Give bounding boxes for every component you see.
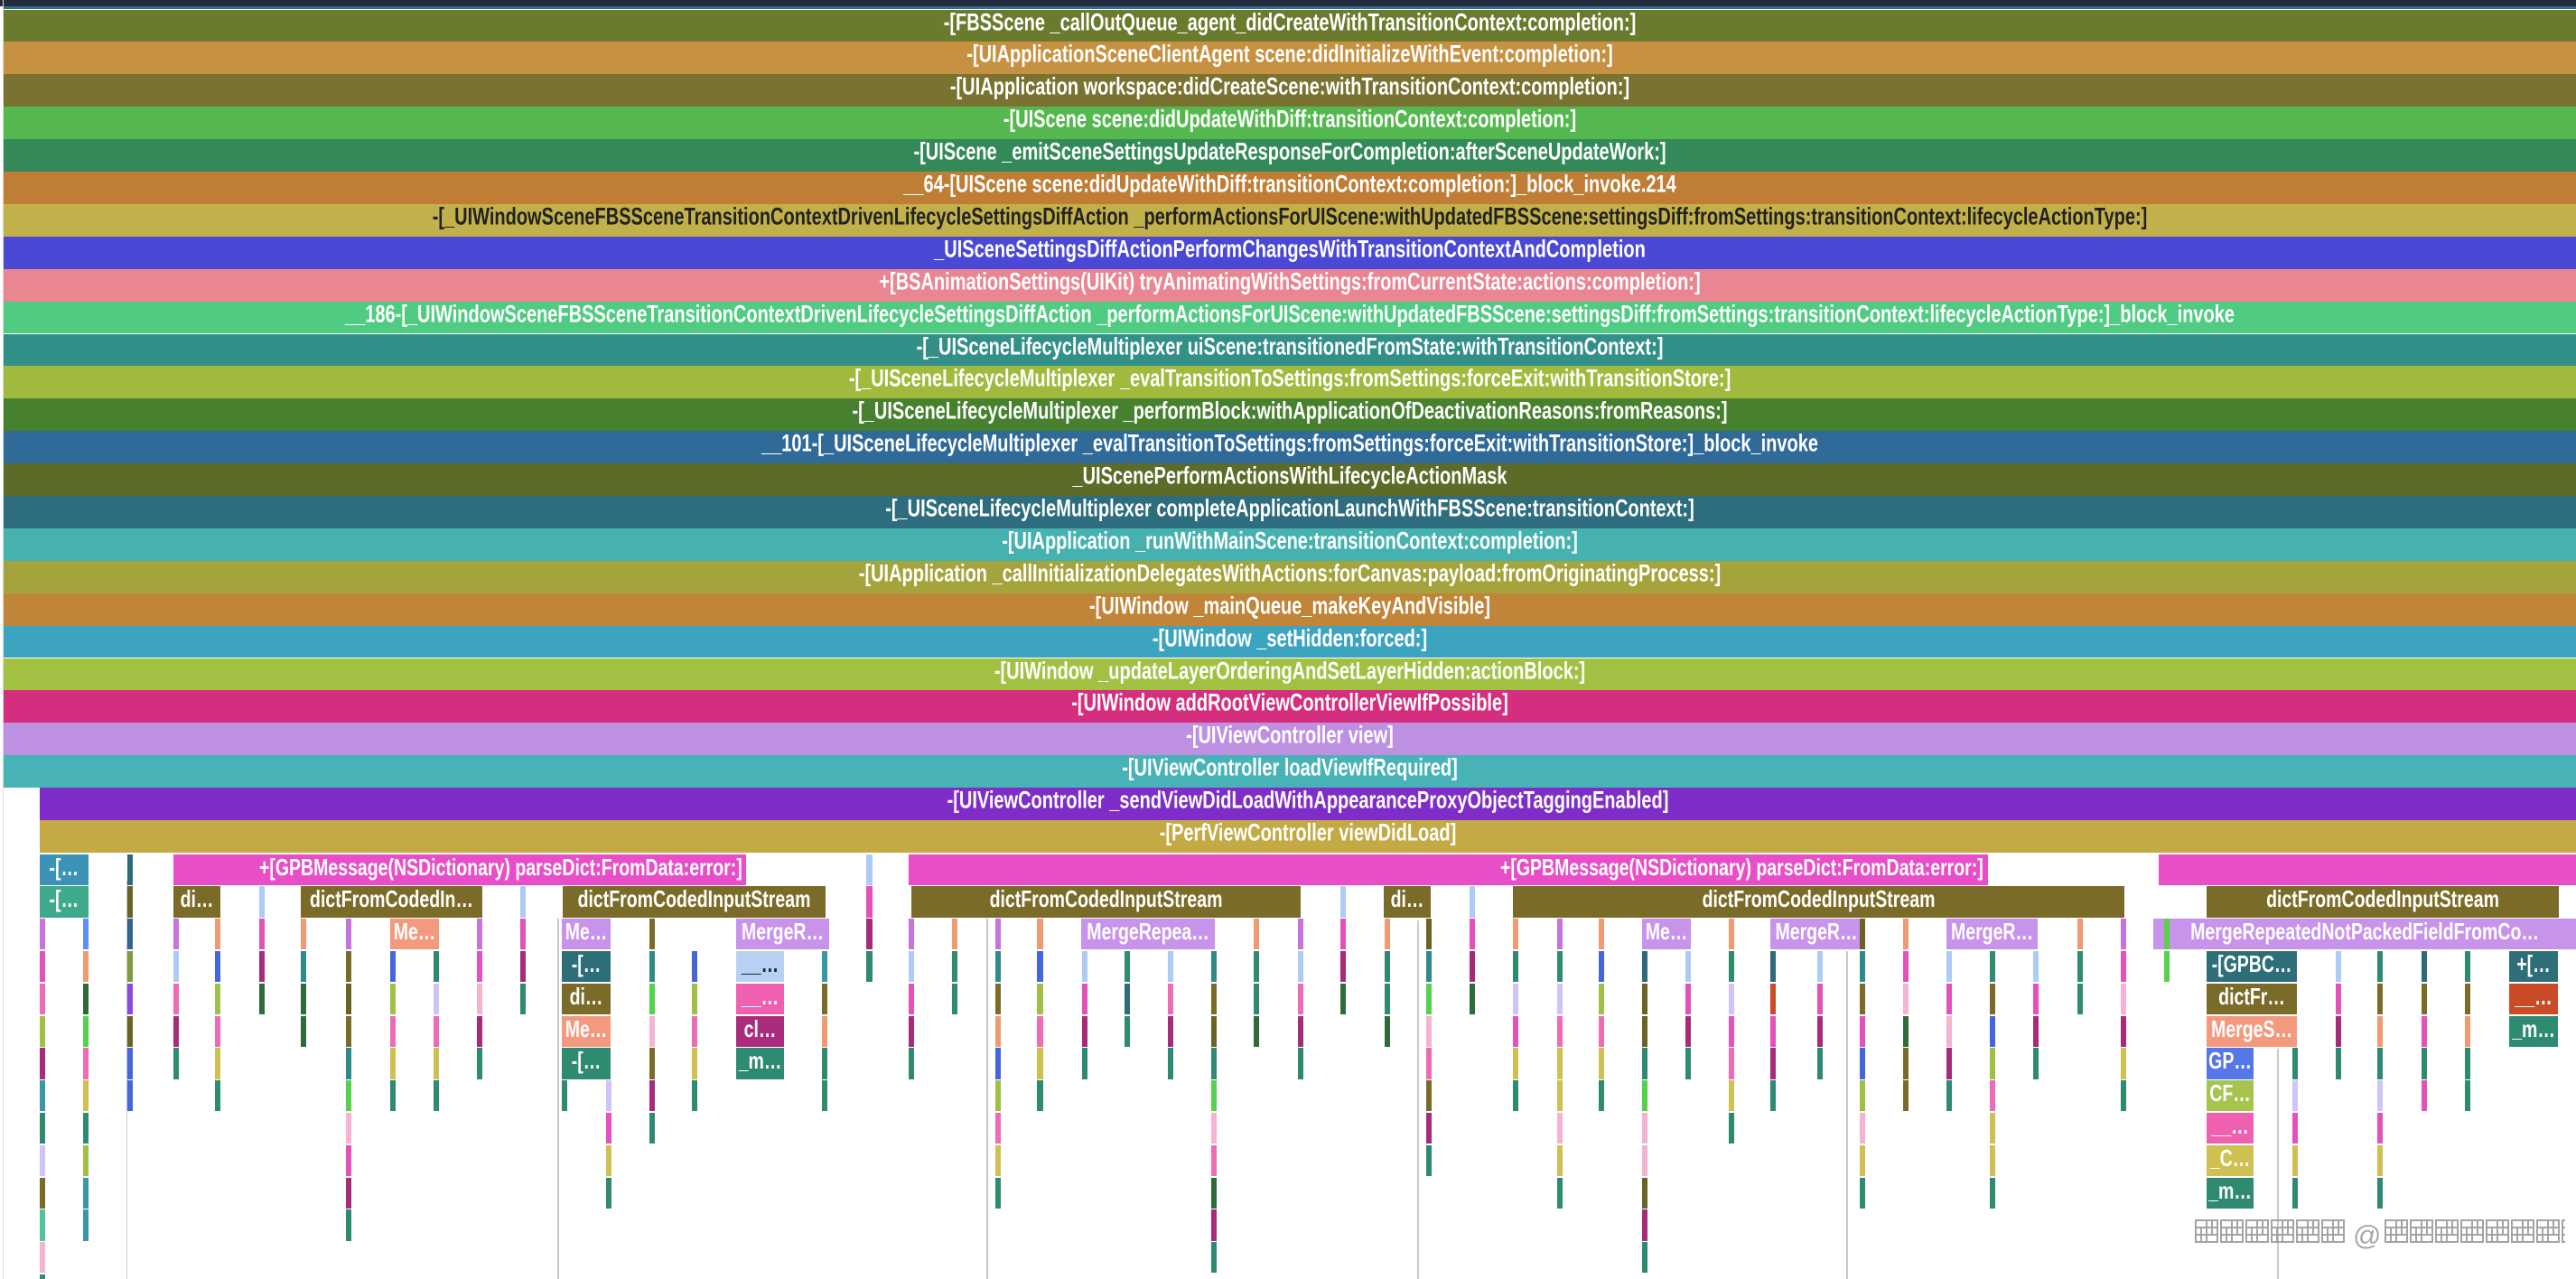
- svg-text:@: @: [2353, 1219, 2381, 1251]
